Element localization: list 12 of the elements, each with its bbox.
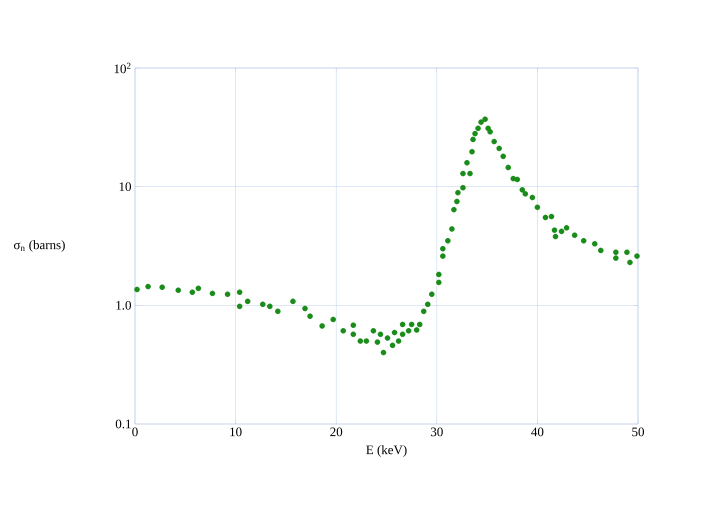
y-tick-label: 10$^{2}$: [114, 62, 130, 74]
x-tick-label: 30: [430, 428, 443, 436]
x-tick-label: 20: [330, 428, 342, 436]
x-tick-label: 10: [230, 428, 242, 436]
y-tick-label: 1.0: [116, 300, 131, 310]
x-axis-title: E (keV): [366, 445, 407, 457]
x-tick-label: 40: [531, 428, 544, 436]
y-tick-label: 0.1: [116, 420, 131, 428]
y-tick-label: 10: [120, 182, 131, 192]
x-tick-label: 50: [632, 428, 644, 436]
y-axis-title: σ$_{n}$ (barns): [14, 240, 65, 252]
x-tick-label: 0: [132, 428, 138, 436]
